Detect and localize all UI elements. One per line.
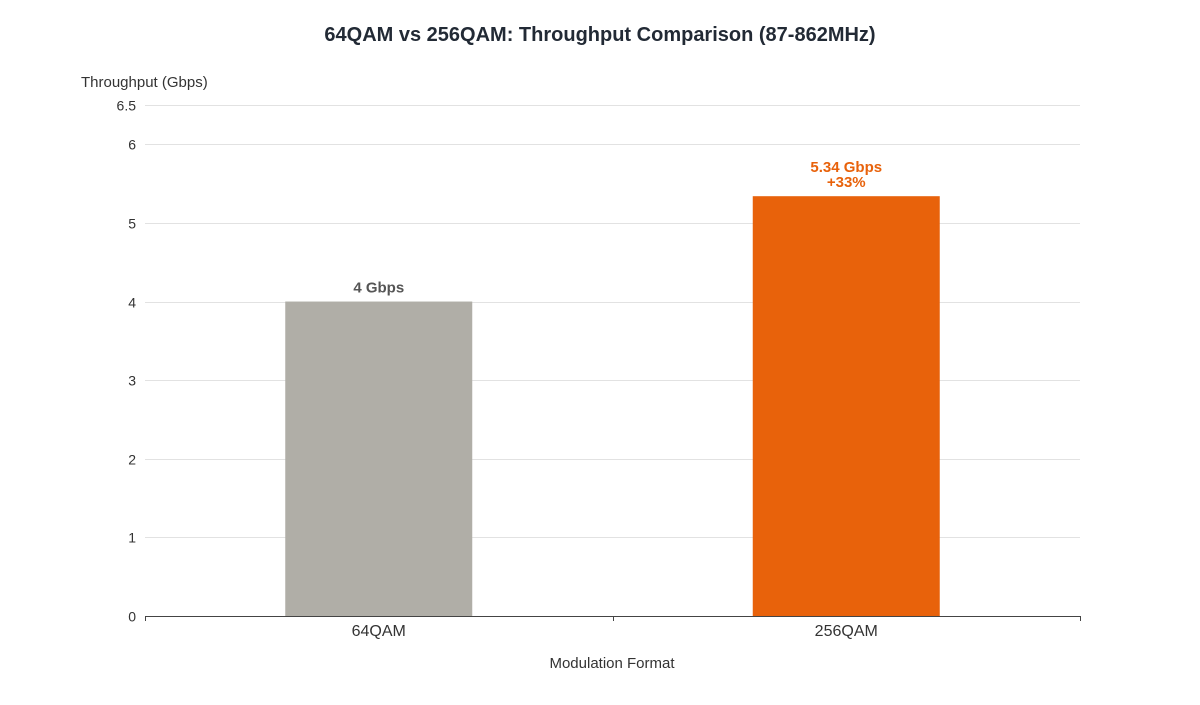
y-axis-label: Throughput (Gbps) xyxy=(81,74,208,91)
y-tick-label: 6 xyxy=(128,137,136,153)
y-tick-label: 6.5 xyxy=(117,98,137,114)
y-tick-label: 0 xyxy=(128,609,136,625)
x-axis-label: Modulation Format xyxy=(549,655,675,672)
data-label: +33% xyxy=(827,174,866,191)
chart-title: 64QAM vs 256QAM: Throughput Comparison (… xyxy=(324,24,875,46)
y-tick-label: 4 xyxy=(128,295,136,311)
bars xyxy=(285,196,940,616)
x-tick-label: 64QAM xyxy=(352,623,406,640)
y-tick-label: 1 xyxy=(128,530,136,546)
data-labels: 4 Gbps 5.34 Gbps+33% xyxy=(353,159,882,296)
data-label: 5.34 Gbps xyxy=(810,159,882,176)
data-label: 4 Gbps xyxy=(353,280,404,297)
y-tick-label: 3 xyxy=(128,373,136,389)
x-axis: 0 1 2 3 4 5 6 6.5 64QAM 256QAM xyxy=(117,98,1081,640)
bar-64qam xyxy=(285,301,473,616)
x-tick-label: 256QAM xyxy=(815,623,878,640)
y-tick-label: 2 xyxy=(128,452,136,468)
bar-256qam xyxy=(752,196,940,616)
y-tick-label: 5 xyxy=(128,216,136,232)
